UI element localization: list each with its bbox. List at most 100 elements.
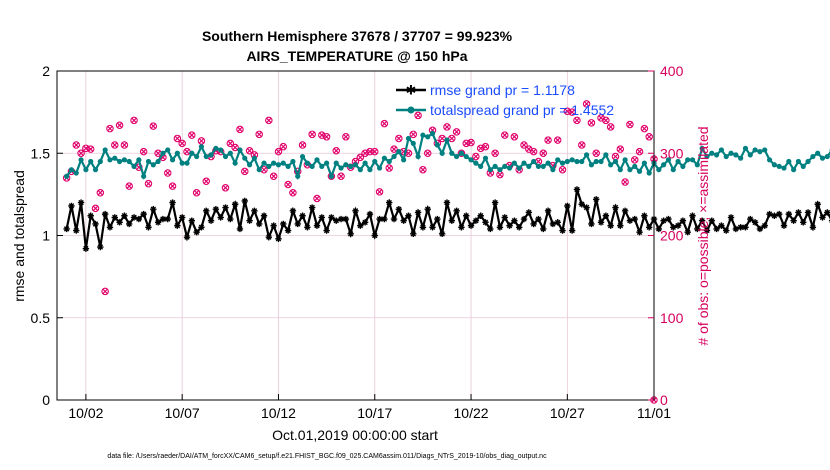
- obs-point: [72, 141, 81, 149]
- totalspread-point: [776, 163, 782, 170]
- right-y-axis: 0 100 200 300 400: [648, 63, 684, 408]
- rmse-point: [222, 204, 229, 211]
- totalspread-point: [747, 152, 753, 158]
- totalspread-point: [608, 162, 614, 168]
- rmse-point: [130, 214, 138, 221]
- obs-point: [221, 184, 230, 192]
- obs-point: [183, 147, 191, 156]
- totalspread-point: [338, 165, 344, 171]
- rmse-point: [126, 220, 133, 228]
- rmse-point: [775, 210, 783, 218]
- totalspread-point: [810, 153, 816, 160]
- obs-point: [139, 147, 148, 156]
- obs-point: [284, 180, 292, 189]
- x-tick-label: 10/17: [357, 405, 392, 421]
- totalspread-point: [521, 160, 527, 166]
- totalspread-point: [348, 163, 354, 170]
- rmse-point: [761, 222, 768, 229]
- obs-point: [231, 143, 239, 152]
- rmse-point: [819, 214, 826, 221]
- totalspread-point: [545, 160, 551, 166]
- obs-point: [269, 172, 278, 181]
- obs-point: [101, 287, 109, 296]
- totalspread-point: [511, 160, 517, 166]
- obs-point: [308, 130, 316, 139]
- obs-point: [645, 133, 653, 141]
- obs-point: [356, 153, 365, 162]
- rmse-point: [607, 222, 614, 229]
- totalspread-point: [709, 150, 715, 156]
- obs-point: [419, 165, 427, 174]
- rmse-point: [217, 214, 224, 221]
- obs-point: [606, 123, 615, 131]
- rmse-point: [515, 224, 523, 231]
- obs-point: [544, 136, 552, 144]
- rmse-point: [463, 212, 470, 219]
- totalspread-point: [261, 160, 267, 166]
- totalspread-point: [357, 167, 363, 173]
- obs-point: [409, 130, 418, 139]
- rmse-point: [540, 225, 547, 233]
- rmse-point: [771, 212, 778, 219]
- totalspread-point: [78, 157, 84, 163]
- rmse-point: [236, 225, 244, 233]
- rmse-point: [82, 245, 90, 252]
- rmse-point: [491, 199, 499, 206]
- totalspread-point: [766, 157, 773, 163]
- totalspread-point: [550, 167, 556, 173]
- obs-point: [558, 165, 567, 174]
- rmse-point: [289, 207, 297, 215]
- rmse-point: [366, 210, 374, 218]
- obs-point: [106, 124, 114, 133]
- obs-point: [342, 133, 350, 141]
- rmse-point: [636, 229, 643, 236]
- rmse-point: [145, 224, 152, 231]
- totalspread-point: [184, 160, 190, 166]
- rmse-point: [68, 202, 75, 210]
- totalspread-point: [131, 163, 137, 170]
- totalspread-point: [198, 144, 205, 150]
- rmse-point: [665, 215, 672, 223]
- obs-point: [640, 124, 649, 133]
- rmse-point: [602, 212, 610, 219]
- rmse-point: [621, 207, 629, 215]
- totalspread-point: [699, 145, 705, 151]
- totalspread-point: [189, 150, 195, 156]
- totalspread-point: [102, 147, 108, 153]
- rmse-point: [164, 215, 171, 223]
- totalspread-point: [694, 162, 700, 168]
- totalspread-point: [463, 153, 469, 160]
- obs-point: [380, 119, 389, 128]
- obs-point: [289, 188, 297, 197]
- rmse-point: [159, 215, 167, 223]
- rmse-point: [376, 215, 383, 223]
- rmse-point: [347, 230, 354, 238]
- rmse-point: [506, 222, 513, 229]
- obs-point: [592, 149, 600, 158]
- rmse-point: [751, 219, 759, 226]
- obs-point: [115, 121, 124, 130]
- totalspread-point: [627, 167, 633, 173]
- rmse-point: [275, 235, 282, 242]
- obs-point: [539, 149, 548, 158]
- rmse-point: [371, 232, 378, 239]
- totalspread-point: [309, 163, 315, 170]
- rmse-point: [645, 224, 653, 231]
- totalspread-point: [145, 158, 152, 165]
- totalspread-point: [444, 137, 450, 143]
- obs-point: [390, 145, 398, 153]
- rmse-point: [670, 224, 677, 231]
- rmse-point: [501, 214, 508, 221]
- totalspread-point: [295, 173, 301, 179]
- totalspread-point: [800, 163, 806, 170]
- rmse-point: [419, 224, 427, 231]
- totalspread-point: [434, 142, 440, 148]
- rmse-point: [694, 225, 701, 233]
- obs-point: [96, 188, 105, 197]
- rmse-point: [203, 207, 210, 215]
- obs-point: [236, 125, 244, 134]
- totalspread-point: [738, 155, 744, 161]
- rmse-point: [337, 215, 345, 223]
- grid-lines: [57, 70, 655, 401]
